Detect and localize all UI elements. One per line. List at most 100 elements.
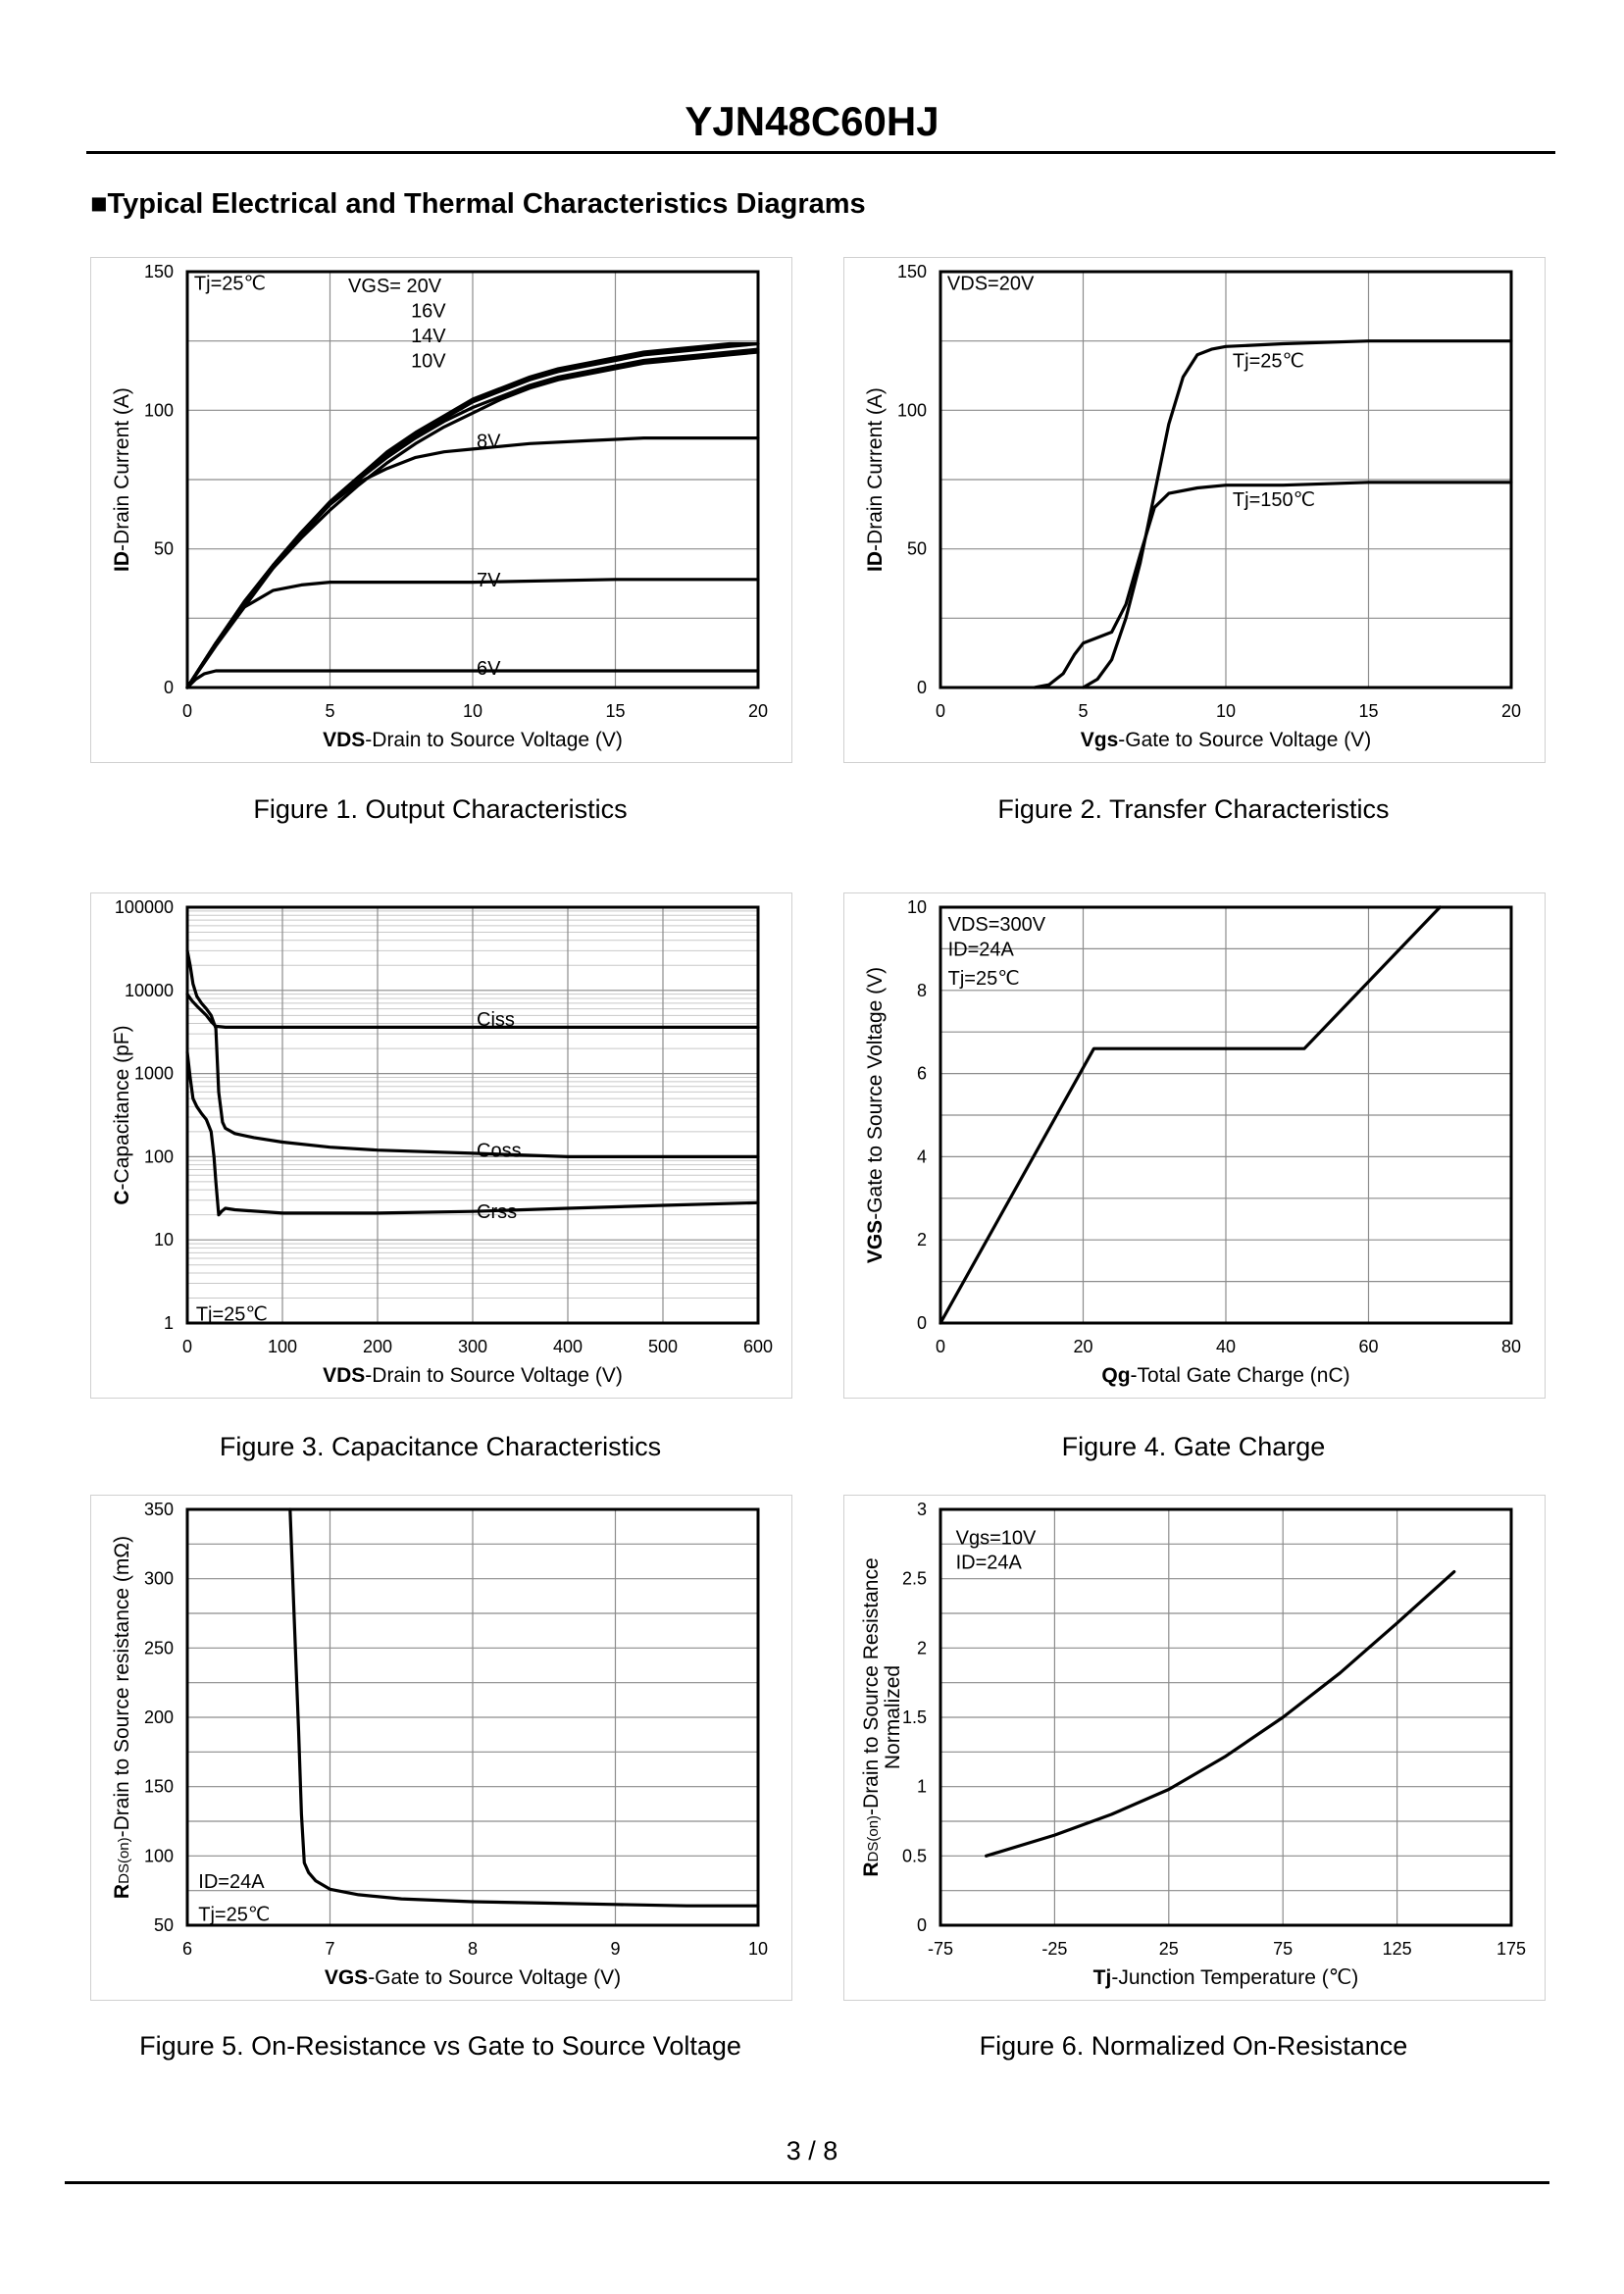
y-tick-label: 0.5 — [902, 1846, 927, 1865]
y-tick-label: 150 — [897, 262, 927, 281]
annotation: VDS=20V — [947, 273, 1035, 294]
gridlines — [186, 906, 759, 1324]
page-number: 3 / 8 — [786, 2136, 838, 2166]
figure-3-caption: Figure 3. Capacitance Characteristics — [219, 1432, 662, 1461]
figure-4-caption: Figure 4. Gate Charge — [1061, 1432, 1326, 1461]
footer-rule — [65, 2181, 1549, 2184]
x-axis-label: Tj-Junction Temperature (℃) — [1093, 1966, 1359, 1989]
y-tick-label: 3 — [917, 1500, 927, 1519]
annotation: 7V — [477, 570, 501, 591]
y-tick-label: 2 — [917, 1230, 927, 1249]
y-tick-label: 1000 — [134, 1064, 174, 1084]
y-tick-label: 1 — [917, 1777, 927, 1797]
y-tick-label: 8 — [917, 981, 927, 1000]
y-axis-label: RDS(on)-Drain to Source Resistance — [860, 1557, 883, 1876]
x-tick-label: 200 — [363, 1337, 392, 1356]
y-tick-label: 100 — [144, 1147, 174, 1166]
y-axis-label: C-Capacitance (pF) — [111, 1025, 133, 1204]
annotation: 10V — [411, 350, 446, 372]
x-tick-label: 10 — [1216, 701, 1236, 721]
plot-border — [939, 905, 1513, 1325]
x-axis-label: VDS-Drain to Source Voltage (V) — [323, 729, 623, 751]
y-tick-label: 1 — [164, 1313, 174, 1333]
x-tick-label: 60 — [1358, 1337, 1378, 1356]
y-tick-label: 0 — [917, 1915, 927, 1935]
annotation: Ciss — [477, 1009, 515, 1031]
series-line-8v — [185, 436, 760, 689]
y-tick-label: 2.5 — [902, 1569, 927, 1589]
x-tick-label: 6 — [182, 1939, 192, 1959]
x-tick-label: 15 — [1358, 701, 1378, 721]
y-axis-label-line2: Normalized — [882, 1665, 904, 1769]
y-tick-label: 50 — [154, 1915, 174, 1935]
plot-border — [939, 270, 1513, 689]
gridlines — [939, 1508, 1512, 1926]
x-tick-label: 10 — [748, 1939, 768, 1959]
y-tick-label: 150 — [144, 262, 174, 281]
figure-1-chart: 0 5 10 15 20 0 50 100 150 VDS-Drain to Source Vol… — [111, 262, 768, 751]
y-axis-label: ID-Drain Current (A) — [111, 387, 133, 572]
x-tick-label: 400 — [553, 1337, 583, 1356]
figure-6-caption: Figure 6. Normalized On-Resistance — [979, 2031, 1408, 2061]
x-tick-label: 0 — [936, 701, 945, 721]
figure-4-frame: 0 20 40 60 80 0 2 4 6 8 10 Qg-Total Gate Charge (nC… — [843, 892, 1546, 1399]
annotation: ID=24A — [198, 1871, 265, 1893]
y-tick-label: 4 — [917, 1147, 927, 1166]
plot-border — [185, 270, 760, 689]
x-axis-label: Qg-Total Gate Charge (nC) — [1101, 1364, 1349, 1387]
series-line-crss — [185, 1050, 760, 1217]
x-tick-label: 175 — [1497, 1939, 1526, 1959]
x-tick-label: -75 — [928, 1939, 953, 1959]
y-tick-label: 300 — [144, 1569, 174, 1589]
y-axis-label: ID-Drain Current (A) — [864, 387, 887, 572]
document-title: YJN48C60HJ — [685, 98, 939, 144]
annotation: Tj=25℃ — [948, 968, 1020, 990]
series-line-14v — [185, 347, 760, 689]
y-tick-label: 0 — [917, 1313, 927, 1333]
figure-1-frame: 0 5 10 15 20 0 50 100 150 VDS-Drain to Source Vol… — [90, 257, 792, 763]
x-tick-label: 10 — [463, 701, 482, 721]
y-tick-label: 10000 — [125, 981, 174, 1000]
y-tick-label: 0 — [917, 678, 927, 697]
y-tick-label: 250 — [144, 1638, 174, 1657]
x-axis-label: Vgs-Gate to Source Voltage (V) — [1081, 729, 1371, 751]
annotation: Tj=25℃ — [194, 273, 266, 294]
figure-5-frame: 6 7 8 9 10 50 100 150 200 250 300 350 VGS-Gate to So… — [90, 1495, 792, 2001]
figure-2-caption: Figure 2. Transfer Characteristics — [997, 794, 1390, 824]
x-tick-label: 75 — [1273, 1939, 1293, 1959]
y-tick-label: 100 — [144, 1846, 174, 1865]
y-tick-label: 6 — [917, 1064, 927, 1084]
series-line-rds-on-normalized — [985, 1569, 1456, 1858]
figure-1-caption: Figure 1. Output Characteristics — [253, 794, 628, 824]
series-line-7v — [185, 578, 760, 689]
x-tick-label: 15 — [605, 701, 625, 721]
y-tick-label: 1.5 — [902, 1708, 927, 1727]
x-tick-label: 100 — [268, 1337, 297, 1356]
gridlines — [186, 271, 759, 688]
annotation: Tj=25℃ — [198, 1905, 270, 1926]
x-tick-label: 125 — [1383, 1939, 1412, 1959]
x-tick-label: -25 — [1041, 1939, 1067, 1959]
y-tick-label: 0 — [164, 678, 174, 697]
x-tick-label: 300 — [458, 1337, 487, 1356]
x-tick-label: 20 — [1073, 1337, 1092, 1356]
y-tick-label: 2 — [917, 1638, 927, 1657]
section-heading: ■Typical Electrical and Thermal Characte… — [90, 188, 866, 220]
y-tick-label: 10 — [907, 897, 927, 917]
annotation: ID=24A — [948, 939, 1015, 960]
series-line-ciss — [185, 993, 760, 1029]
annotation: 6V — [477, 658, 501, 680]
figure-3-frame: 0 100 200 300 400 500 600 1 10 100 1000 10000 100000… — [90, 892, 792, 1399]
annotation: Tj=150℃ — [1233, 489, 1315, 511]
x-tick-label: 7 — [325, 1939, 334, 1959]
annotation: Tj=25℃ — [196, 1303, 268, 1325]
annotation: 14V — [411, 326, 446, 347]
y-tick-label: 150 — [144, 1777, 174, 1797]
figure-6-frame: -75 -25 25 75 125 175 0 0.5 1 1.5 2 2.5 3 Tj-Junction… — [843, 1495, 1546, 2001]
series-line-tj-25- — [1081, 339, 1513, 689]
series-line-6v — [185, 669, 760, 689]
series-line-rds-on- — [288, 1507, 760, 1908]
series-line-tj-150- — [1033, 481, 1513, 689]
header-rule — [86, 151, 1555, 154]
figure-2-chart: 0 5 10 15 20 0 50 100 150 Vgs-Gate to Source Volt… — [864, 262, 1521, 751]
